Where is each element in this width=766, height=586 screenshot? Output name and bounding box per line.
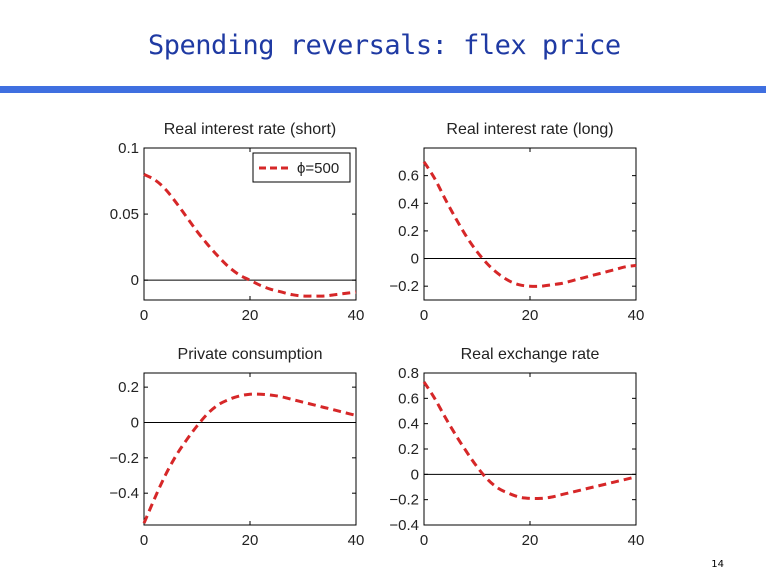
y-tick-label: 0.2 xyxy=(118,379,139,396)
y-tick-label: −0.2 xyxy=(389,492,419,509)
y-tick-label: 0.4 xyxy=(398,416,419,433)
x-tick-label: 20 xyxy=(242,307,259,324)
x-tick-label: 20 xyxy=(242,532,259,549)
series-line xyxy=(422,160,637,288)
panel-title: Real interest rate (long) xyxy=(446,121,613,138)
x-tick-label: 40 xyxy=(628,532,645,549)
y-tick-label: 0.2 xyxy=(398,223,419,240)
y-tick-label: −0.4 xyxy=(109,485,139,502)
panel-private-consumption: Private consumption 0 20 40 −0.4 −0.2 0 0.2 xyxy=(109,346,364,549)
axes-frame xyxy=(143,372,357,526)
x-tick-label: 20 xyxy=(522,532,539,549)
x-tick-label: 40 xyxy=(628,307,645,324)
page-number: 14 xyxy=(711,559,724,570)
x-tick-label: 0 xyxy=(420,307,428,324)
y-tick-label: 0.1 xyxy=(118,140,139,157)
series-line xyxy=(143,173,357,298)
y-tick-label: 0.2 xyxy=(398,441,419,458)
y-tick-label: −0.2 xyxy=(109,450,139,467)
panel-real-interest-rate-short: Real interest rate (short) 0 20 40 0 0.05 0.1 xyxy=(110,121,365,324)
x-tick-label: 0 xyxy=(420,532,428,549)
panel-title: Real exchange rate xyxy=(461,346,600,363)
y-tick-label: −0.2 xyxy=(389,278,419,295)
legend-box xyxy=(252,152,351,183)
y-tick-label: 0.6 xyxy=(398,168,419,185)
axes-frame xyxy=(423,147,637,301)
legend-label: ϕ=500 xyxy=(297,160,339,177)
slide-title: Spending reversals: flex price xyxy=(148,30,621,61)
y-tick-label: 0.6 xyxy=(398,390,419,407)
legend: ϕ=500 xyxy=(252,152,351,183)
axes-frame xyxy=(423,372,637,526)
y-tick-label: 0 xyxy=(131,272,139,289)
series-line xyxy=(142,392,357,524)
y-tick-label: 0 xyxy=(131,414,139,431)
y-tick-label: −0.4 xyxy=(389,517,419,534)
x-tick-label: 40 xyxy=(348,532,365,549)
y-tick-label: 0 xyxy=(411,251,419,268)
y-tick-label: 0.8 xyxy=(398,365,419,382)
x-tick-label: 0 xyxy=(140,532,148,549)
x-tick-label: 20 xyxy=(522,307,539,324)
y-tick-label: 0 xyxy=(411,466,419,483)
y-tick-label: 0.4 xyxy=(398,195,419,212)
panel-title: Real interest rate (short) xyxy=(164,121,337,138)
title-divider xyxy=(0,86,766,93)
x-tick-label: 40 xyxy=(348,307,365,324)
series-line xyxy=(422,381,637,501)
panel-title: Private consumption xyxy=(178,346,323,363)
y-tick-label: 0.05 xyxy=(110,206,139,223)
panel-real-interest-rate-long: Real interest rate (long) 0 20 40−0.200.20… xyxy=(389,121,644,324)
x-tick-label: 0 xyxy=(140,307,148,324)
panel-real-exchange-rate: Real exchange rate 0 20 40 −0.4 −0.2 0 0.2 0.4 0… xyxy=(389,346,644,549)
